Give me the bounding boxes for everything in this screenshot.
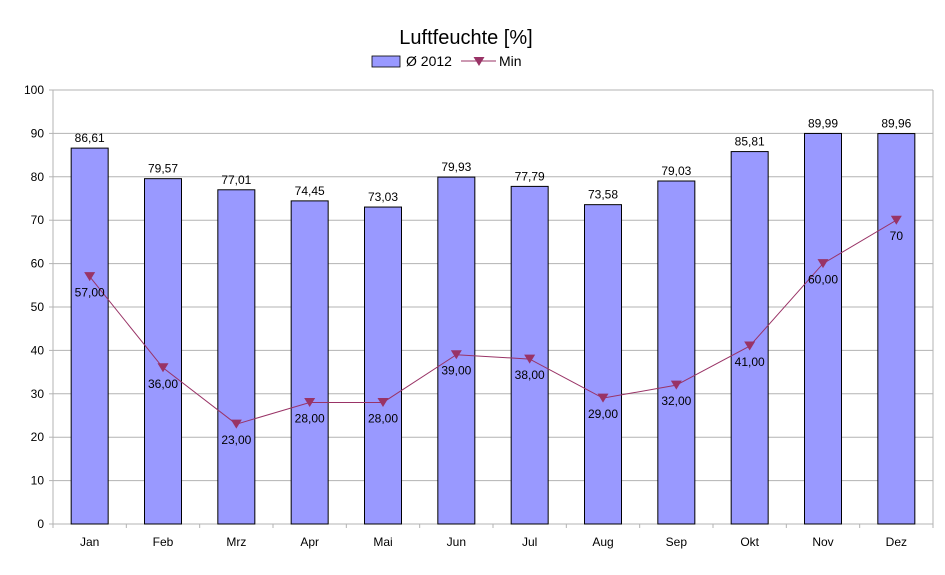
min-value-label: 32,00 <box>661 394 691 408</box>
y-tick-label: 0 <box>37 517 44 531</box>
min-value-label: 39,00 <box>441 364 471 378</box>
bar-value-label: 89,99 <box>808 116 838 130</box>
bar-value-label: 73,58 <box>588 188 618 202</box>
min-point-marker <box>670 380 682 390</box>
min-point-marker <box>597 393 609 403</box>
x-category-label: Apr <box>300 535 319 549</box>
min-value-label: 41,00 <box>735 355 765 369</box>
legend: Ø 2012 Min <box>371 53 522 69</box>
bar-value-label: 79,03 <box>661 164 691 178</box>
bar-value-label: 86,61 <box>75 131 105 145</box>
min-series-line <box>89 219 897 425</box>
y-tick-label: 50 <box>31 300 45 314</box>
bar <box>290 200 329 525</box>
plot-area: 0 10 20 30 40 50 60 70 80 90 100 86,61 79,57 77,01 74,… <box>24 83 934 549</box>
legend-line-marker <box>473 57 485 66</box>
min-value-label: 36,00 <box>148 377 178 391</box>
x-category-label: Nov <box>812 535 833 549</box>
min-point-marker <box>157 363 169 373</box>
legend-line-label: Min <box>499 53 522 69</box>
min-value-label: 28,00 <box>368 411 398 425</box>
bar <box>877 133 916 525</box>
min-value-label: 23,00 <box>221 433 251 447</box>
bar <box>217 189 256 525</box>
y-tick-label: 30 <box>31 387 45 401</box>
min-point-marker <box>84 272 96 282</box>
bar <box>730 151 769 525</box>
min-value-label: 29,00 <box>588 407 618 421</box>
bar <box>144 178 182 525</box>
min-value-label: 28,00 <box>295 411 325 425</box>
min-point-marker <box>524 354 536 364</box>
bar <box>804 132 842 525</box>
min-point-marker <box>450 350 462 360</box>
bar-value-label: 73,03 <box>368 190 398 204</box>
min-value-label: 38,00 <box>515 368 545 382</box>
y-tick-label: 70 <box>31 213 45 227</box>
y-tick-label: 40 <box>31 343 45 357</box>
x-category-label: Jun <box>447 535 466 549</box>
min-point-marker <box>304 397 316 407</box>
min-point-marker <box>817 259 829 269</box>
bar-value-label: 77,79 <box>515 169 545 183</box>
min-value-label: 57,00 <box>75 286 105 300</box>
y-tick-label: 60 <box>31 257 45 271</box>
bar <box>657 180 696 525</box>
y-tick-label: 10 <box>31 474 45 488</box>
x-category-label: Dez <box>886 535 907 549</box>
legend-bar-swatch <box>371 55 401 68</box>
y-tick-label: 100 <box>24 83 44 97</box>
bar-value-label: 77,01 <box>221 173 251 187</box>
x-category-label: Jul <box>522 535 537 549</box>
bar-value-label: 89,96 <box>881 117 911 131</box>
min-value-label: 60,00 <box>808 273 838 287</box>
bar-value-label: 74,45 <box>295 184 325 198</box>
legend-bar-label: Ø 2012 <box>406 53 452 69</box>
bar <box>70 147 109 525</box>
min-value-label: 70 <box>890 229 904 243</box>
x-category-label: Mrz <box>226 535 246 549</box>
y-tick-label: 80 <box>31 170 45 184</box>
min-point-marker <box>377 397 389 407</box>
x-category-label: Mai <box>373 535 392 549</box>
bar <box>364 206 402 525</box>
bar-value-label: 79,93 <box>441 160 471 174</box>
y-tick-label: 90 <box>31 126 45 140</box>
x-category-label: Sep <box>666 535 688 549</box>
bar <box>584 204 622 525</box>
x-category-label: Okt <box>740 535 759 549</box>
chart-title: Luftfeuchte [%] <box>399 27 532 49</box>
x-category-label: Aug <box>592 535 613 549</box>
min-point-marker <box>890 215 902 225</box>
x-category-label: Feb <box>153 535 174 549</box>
x-category-label: Jan <box>80 535 99 549</box>
y-tick-label: 20 <box>31 430 45 444</box>
bar-value-label: 79,57 <box>148 162 178 176</box>
min-point-marker <box>744 341 756 351</box>
bar-value-label: 85,81 <box>735 135 765 149</box>
min-point-marker <box>230 419 242 429</box>
